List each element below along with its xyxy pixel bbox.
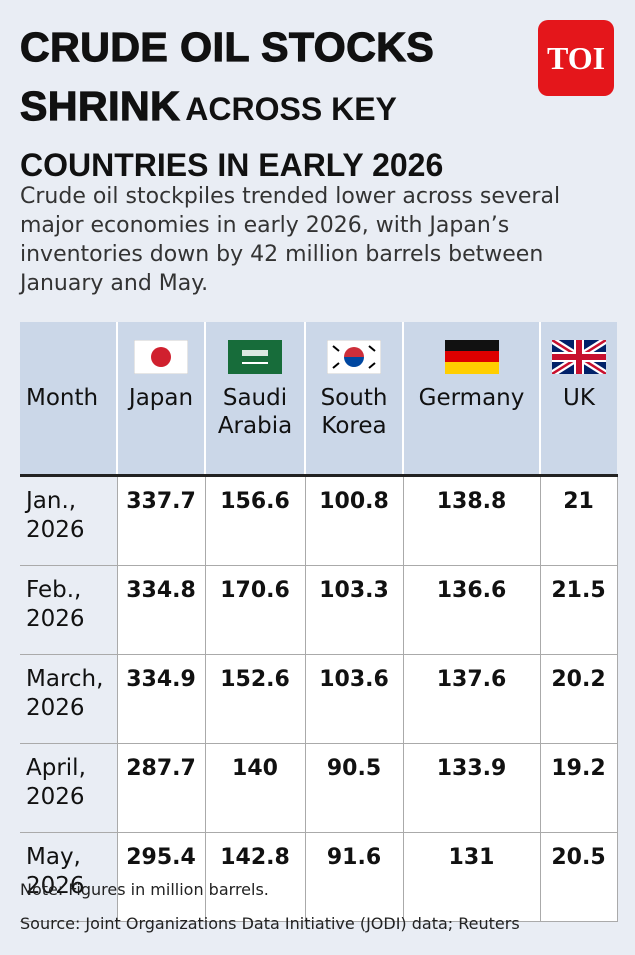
value-cell: 103.6 [304, 654, 404, 744]
header-text: UK [563, 385, 595, 411]
value-cell: 295.4 [116, 832, 206, 922]
value-cell: 334.8 [116, 565, 206, 655]
month-cell: May, 2026 [20, 832, 118, 922]
value-cell: 337.7 [116, 475, 206, 566]
title-bold: CRUDE OIL STOCKS SHRINK [19, 23, 435, 129]
header-cell: South Korea [304, 322, 403, 477]
flag-japan [134, 340, 188, 374]
table-row: Jan., 2026 337.7 156.6 100.8 138.8 21 [20, 475, 618, 566]
value-cell: 20.5 [539, 832, 618, 922]
value-cell: 334.9 [116, 654, 206, 744]
month-cell: Feb., 2026 [20, 565, 118, 655]
value-cell: 170.6 [204, 565, 306, 655]
flag-korea [327, 340, 381, 374]
value-cell: 90.5 [304, 743, 404, 833]
value-cell: 142.8 [204, 832, 306, 922]
header-cell: Japan [116, 322, 205, 477]
value-cell: 21.5 [539, 565, 618, 655]
note: Note: Figures in million barrels. [20, 880, 269, 899]
month-cell: March, 2026 [20, 654, 118, 744]
value-cell: 21 [539, 475, 618, 566]
header-text: Germany [418, 385, 525, 411]
value-cell: 137.6 [402, 654, 541, 744]
header-text: South Korea [320, 385, 388, 439]
value-cell: 100.8 [304, 475, 404, 566]
value-cell: 138.8 [402, 475, 541, 566]
flag-germany [444, 340, 499, 374]
flag-saudi [228, 340, 282, 374]
source: Source: Joint Organizations Data Initiat… [20, 914, 520, 933]
value-cell: 103.3 [304, 565, 404, 655]
value-cell: 136.6 [402, 565, 541, 655]
flag-uk [552, 340, 606, 374]
header-cell: Saudi Arabia [204, 322, 305, 477]
header-row: Month Japan Saudi Arabia South Korea Ger… [20, 322, 617, 477]
title-rest: ACROSS KEY COUNTRIES IN EARLY 2026 [20, 91, 444, 183]
subtitle: Crude oil stockpiles trended lower acros… [20, 184, 561, 296]
value-cell: 131 [402, 832, 541, 922]
logo: TOI [538, 20, 614, 96]
header-text: Month [26, 385, 99, 411]
value-cell: 19.2 [539, 743, 618, 833]
table-row: May, 2026 295.4 142.8 91.6 131 20.5 [20, 832, 618, 922]
header-cell: Germany [402, 322, 540, 477]
data-table: Month Japan Saudi Arabia South Korea Ger… [20, 322, 618, 922]
value-cell: 287.7 [116, 743, 206, 833]
table-row: April, 2026 287.7 140 90.5 133.9 19.2 [20, 743, 618, 833]
month-cell: Jan., 2026 [20, 475, 118, 566]
header-text: Saudi Arabia [217, 385, 293, 439]
value-cell: 156.6 [204, 475, 306, 566]
title: CRUDE OIL STOCKS SHRINK ACROSS KEY COUNT… [19, 22, 530, 196]
header-text: Japan [128, 385, 194, 411]
value-cell: 133.9 [402, 743, 541, 833]
value-cell: 152.6 [204, 654, 306, 744]
value-cell: 91.6 [304, 832, 404, 922]
month-cell: April, 2026 [20, 743, 118, 833]
value-cell: 140 [204, 743, 306, 833]
table-row: Feb., 2026 334.8 170.6 103.3 136.6 21.5 [20, 565, 618, 655]
value-cell: 20.2 [539, 654, 618, 744]
table-row: March, 2026 334.9 152.6 103.6 137.6 20.2 [20, 654, 618, 744]
header-cell: UK [539, 322, 617, 477]
header-cell: Month [20, 322, 117, 477]
